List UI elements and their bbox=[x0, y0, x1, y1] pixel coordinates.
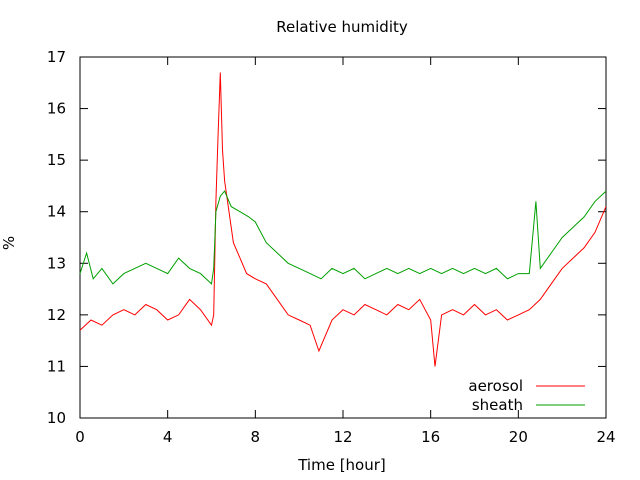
x-tick-label: 8 bbox=[251, 428, 261, 446]
x-tick-label: 0 bbox=[75, 428, 85, 446]
x-tick-label: 24 bbox=[596, 428, 615, 446]
x-axis-label: Time [hour] bbox=[297, 456, 386, 474]
plot-frame bbox=[79, 56, 607, 419]
series-line-aerosol bbox=[79, 72, 607, 367]
legend: aerosol sheath bbox=[468, 377, 585, 414]
y-tick-label: 17 bbox=[47, 48, 66, 66]
y-tick-label: 10 bbox=[47, 409, 66, 427]
y-axis: 10 11 12 13 14 15 16 17 bbox=[47, 48, 606, 427]
y-tick-label: 14 bbox=[47, 203, 66, 221]
y-tick-label: 15 bbox=[47, 151, 66, 169]
series-layer bbox=[79, 72, 607, 367]
legend-label-aerosol: aerosol bbox=[468, 377, 523, 395]
x-tick-label: 16 bbox=[421, 428, 440, 446]
x-tick-label: 20 bbox=[509, 428, 528, 446]
y-tick-label: 12 bbox=[47, 306, 66, 324]
series-line-sheath bbox=[79, 190, 607, 285]
y-tick-label: 11 bbox=[47, 357, 66, 375]
y-axis-label: % bbox=[0, 236, 18, 250]
legend-label-sheath: sheath bbox=[472, 396, 523, 414]
x-tick-label: 12 bbox=[333, 428, 352, 446]
y-tick-label: 13 bbox=[47, 254, 66, 272]
y-tick-label: 16 bbox=[47, 100, 66, 118]
chart-title: Relative humidity bbox=[276, 18, 408, 36]
x-axis: 0 4 8 12 16 20 24 bbox=[75, 57, 616, 446]
x-tick-label: 4 bbox=[163, 428, 173, 446]
